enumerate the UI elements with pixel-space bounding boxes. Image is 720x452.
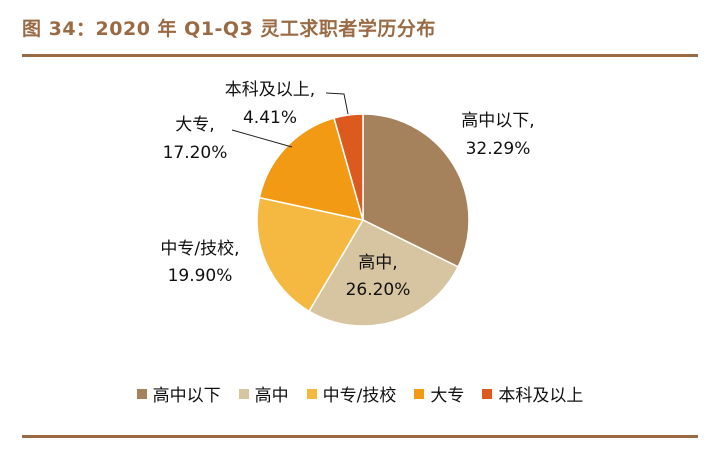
slice-labels: 高中以下, 32.29% 高中, 26.20% 中专/技校, 19.90% 大专, 17.20… xyxy=(160,80,534,300)
legend-label: 大专 xyxy=(430,386,465,406)
pie-slice-below-high-school xyxy=(362,113,470,268)
slice-label-junior-college: 大专, xyxy=(175,115,214,135)
legend-swatch xyxy=(414,388,425,399)
slice-value-high-school: 26.20% xyxy=(346,280,411,300)
legend-item-high-school: 高中 xyxy=(238,381,289,406)
legend-item-below-high-school: 高中以下 xyxy=(136,381,221,406)
pie-slice-bachelor-plus xyxy=(333,113,364,221)
legend-label: 高中以下 xyxy=(152,386,221,406)
bottom-rule xyxy=(22,435,698,438)
slice-label-vocational-school: 中专/技校, xyxy=(160,239,239,259)
leader-line-bachelor-plus xyxy=(325,92,349,115)
legend-label: 高中 xyxy=(254,386,289,406)
slice-label-high-school: 高中, xyxy=(358,253,397,273)
legend-item-bachelor-plus: 本科及以上 xyxy=(482,381,583,406)
pie-slice-junior-college xyxy=(258,117,365,221)
leader-lines xyxy=(231,92,349,148)
figure-title: 图 34：2020 年 Q1-Q3 灵工求职者学历分布 xyxy=(22,18,436,40)
legend-item-junior-college: 大专 xyxy=(414,381,464,406)
pie-slice-vocational-school xyxy=(256,196,365,313)
slice-label-bachelor-plus: 本科及以上, xyxy=(225,80,315,100)
legend-swatch xyxy=(482,388,493,399)
legend-swatch xyxy=(306,388,317,399)
slice-value-vocational-school: 19.90% xyxy=(168,266,233,286)
slice-value-junior-college: 17.20% xyxy=(163,143,228,163)
legend-label: 本科及以上 xyxy=(498,386,584,406)
slice-value-bachelor-plus: 4.41% xyxy=(243,108,297,128)
legend-swatch xyxy=(136,388,147,399)
legend-item-vocational-school: 中专/技校 xyxy=(306,381,397,406)
slice-value-below-high-school: 32.29% xyxy=(466,139,531,159)
legend-label: 中专/技校 xyxy=(322,386,397,406)
leader-line-junior-college xyxy=(231,129,293,148)
legend-swatch xyxy=(238,388,249,399)
slice-label-below-high-school: 高中以下, xyxy=(461,111,534,131)
pie-slices xyxy=(256,113,470,327)
pie-slice-high-school xyxy=(308,219,460,327)
legend: 高中以下 高中 中专/技校 大专 本科及以上 xyxy=(0,381,720,406)
title-rule xyxy=(22,54,698,57)
